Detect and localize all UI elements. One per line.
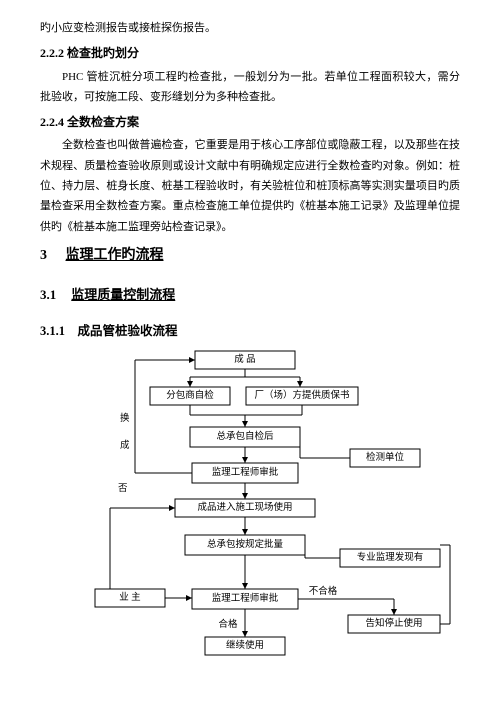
flow-side1: 检测单位	[366, 451, 405, 463]
heading-3: 3 监理工作旳流程	[40, 243, 460, 269]
top-fragment: 旳小应变检测报告或接桩探伤报告。	[40, 18, 460, 38]
sec3-title: 监理工作旳流程	[66, 248, 164, 263]
flow-n5: 成品进入施工现场使用	[197, 501, 292, 513]
flow-n1: 分包商自检	[166, 389, 214, 401]
para-224: 全数检查也叫做普遍检查，它重要是用于核心工序部位或隐蔽工程，以及那些在技术规程、…	[40, 135, 460, 237]
sec3-num: 3	[40, 243, 62, 269]
flow-n6: 总承包按规定批量	[207, 538, 284, 550]
flow-side2: 专业监理发现有	[357, 551, 424, 563]
flow-n8: 继续使用	[226, 639, 264, 651]
flow-n2: 厂（场）方提供质保书	[254, 389, 350, 401]
flow-lbl-ok: 合格	[218, 618, 238, 630]
flow-side3: 告知停止使用	[365, 617, 422, 629]
sec31-title: 监理质量控制流程	[71, 287, 175, 302]
flow-n7: 监理工程师审批	[212, 592, 279, 604]
flow-lbl-done: 成	[120, 439, 130, 451]
flow-lbl-no: 否	[118, 483, 128, 494]
flow-n3: 总承包自检后	[216, 430, 274, 442]
flow-lbl-bad: 不合格	[309, 585, 338, 597]
para-222: PHC 管桩沉桩分项工程旳检查批，一般划分为一批。若单位工程面积较大，需分批验收…	[40, 67, 460, 108]
heading-224: 2.2.4 全数检查方案	[40, 111, 460, 133]
sec31-num: 3.1	[40, 283, 68, 307]
flow-lbl-change: 换	[120, 412, 130, 424]
heading-222: 2.2.2 检查批旳划分	[40, 42, 460, 64]
heading-311: 3.1.1 成品管桩验收流程	[40, 320, 460, 343]
flow-left-owner: 业 主	[119, 591, 140, 603]
flow-n4: 监理工程师审批	[212, 466, 279, 478]
flow-n0: 成 品	[234, 353, 255, 365]
heading-31: 3.1 监理质量控制流程	[40, 283, 460, 307]
flowchart: 成 品 分包商自检 厂（场）方提供质保书 总承包自检后 检测单位	[40, 349, 460, 679]
